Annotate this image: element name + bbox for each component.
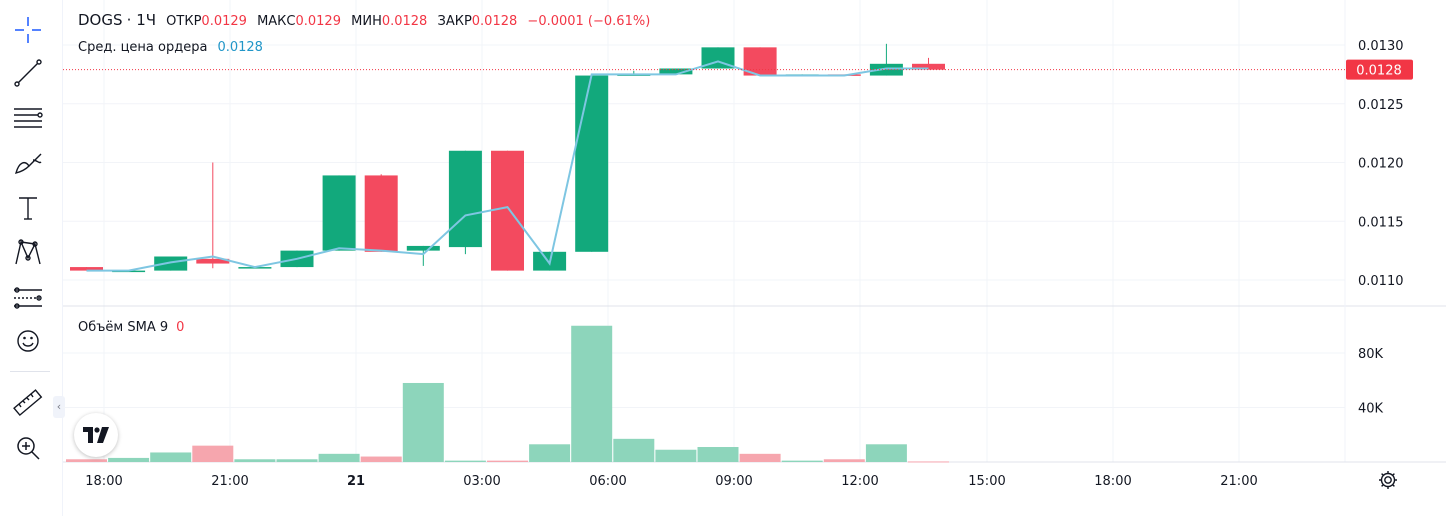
volume-bar <box>613 438 655 462</box>
open-label: ОТКР <box>166 14 202 29</box>
interval-label: · 1Ч <box>126 11 157 29</box>
price-tick-label: 0.0120 <box>1358 157 1404 172</box>
volume-bar <box>150 452 192 462</box>
volume-bar <box>444 460 486 462</box>
volume-bar <box>276 459 318 462</box>
volume-bar <box>571 325 613 462</box>
open-value: 0.0129 <box>201 14 247 29</box>
volume-bar <box>908 461 949 463</box>
volume-bar <box>739 453 781 462</box>
time-tick-label: 12:00 <box>841 474 878 489</box>
drawing-toolbar: ‹ <box>0 0 65 516</box>
change-value: −0.0001 (−0.61%) <box>527 14 651 29</box>
volume-label: Объём SMA 9 <box>78 320 169 335</box>
volume-bar <box>66 459 107 462</box>
volume-bar <box>781 460 823 462</box>
volume-tick-label: 80K <box>1358 347 1384 362</box>
candle-body <box>659 68 693 75</box>
forecast-icon[interactable] <box>8 278 48 318</box>
text-icon[interactable] <box>8 188 48 228</box>
svg-text:0.0128: 0.0128 <box>1356 64 1402 79</box>
volume-bar <box>865 444 907 462</box>
volume-bar <box>402 382 444 462</box>
time-tick-label: 06:00 <box>589 474 626 489</box>
volume-value: 0 <box>176 320 185 335</box>
zoom-in-icon[interactable] <box>8 428 48 468</box>
price-tick-label: 0.0130 <box>1358 39 1404 54</box>
toolbar-divider <box>10 371 50 372</box>
candle-body <box>575 75 609 252</box>
time-tick-label: 21:00 <box>1220 474 1257 489</box>
volume-bar <box>108 457 150 462</box>
close-value: 0.0128 <box>471 14 518 29</box>
current-price-label: 0.0128 <box>1346 59 1413 80</box>
tradingview-logo-icon <box>83 427 109 443</box>
volume-bar <box>823 459 865 462</box>
crosshair-icon[interactable] <box>8 10 48 50</box>
symbol-name[interactable]: DOGS <box>78 11 123 29</box>
time-tick-label: 18:00 <box>85 474 122 489</box>
candle-body <box>406 245 440 251</box>
price-tick-label: 0.0125 <box>1358 98 1404 113</box>
volume-bar <box>192 445 234 462</box>
time-tick-label: 21:00 <box>211 474 248 489</box>
fib-icon[interactable] <box>8 98 48 138</box>
candle-body <box>491 150 524 271</box>
candle-body <box>869 63 903 76</box>
volume-bar <box>360 456 402 462</box>
volume-bar <box>655 449 697 462</box>
symbol-legend: DOGS · 1Ч ОТКР0.0129 МАКС0.0129 МИН0.012… <box>78 11 650 29</box>
high-label: МАКС <box>257 14 296 29</box>
avg-price-value: 0.0128 <box>217 40 263 55</box>
avg-price-label: Сред. цена ордера <box>78 40 208 55</box>
time-tick-label: 15:00 <box>968 474 1005 489</box>
time-tick-label: 18:00 <box>1094 474 1131 489</box>
ruler-icon[interactable] <box>8 383 48 423</box>
emoji-icon[interactable] <box>8 321 48 361</box>
pattern-icon[interactable] <box>8 233 48 273</box>
settings-gear-icon[interactable] <box>1376 468 1400 492</box>
volume-tick-label: 40K <box>1358 402 1384 417</box>
trend-line-icon[interactable] <box>8 53 48 93</box>
price-tick-label: 0.0110 <box>1358 274 1404 289</box>
volume-bar <box>234 459 276 462</box>
volume-bar <box>697 447 739 462</box>
sma-line <box>86 60 929 272</box>
price-tick-label: 0.0115 <box>1358 215 1404 230</box>
avg-price-indicator: Сред. цена ордера 0.0128 <box>78 40 263 55</box>
time-tick-label: 21 <box>347 474 365 489</box>
close-label: ЗАКР <box>437 14 472 29</box>
toolbar-border <box>62 0 63 516</box>
tradingview-logo[interactable] <box>74 413 118 457</box>
candle-body <box>912 63 945 70</box>
candle-body <box>322 175 356 251</box>
candle-body <box>70 267 103 271</box>
high-value: 0.0129 <box>295 14 341 29</box>
candle-body <box>154 256 188 271</box>
volume-bar <box>529 444 571 462</box>
candle-body <box>196 258 230 264</box>
candle-body <box>448 150 482 248</box>
low-label: МИН <box>351 14 382 29</box>
time-tick-label: 09:00 <box>715 474 752 489</box>
volume-bar <box>318 453 360 462</box>
volume-bar <box>487 460 528 462</box>
candle-body <box>364 175 398 252</box>
volume-legend: Объём SMA 9 0 <box>78 320 184 335</box>
brush-icon[interactable] <box>8 143 48 183</box>
low-value: 0.0128 <box>381 14 428 29</box>
time-tick-label: 03:00 <box>463 474 500 489</box>
